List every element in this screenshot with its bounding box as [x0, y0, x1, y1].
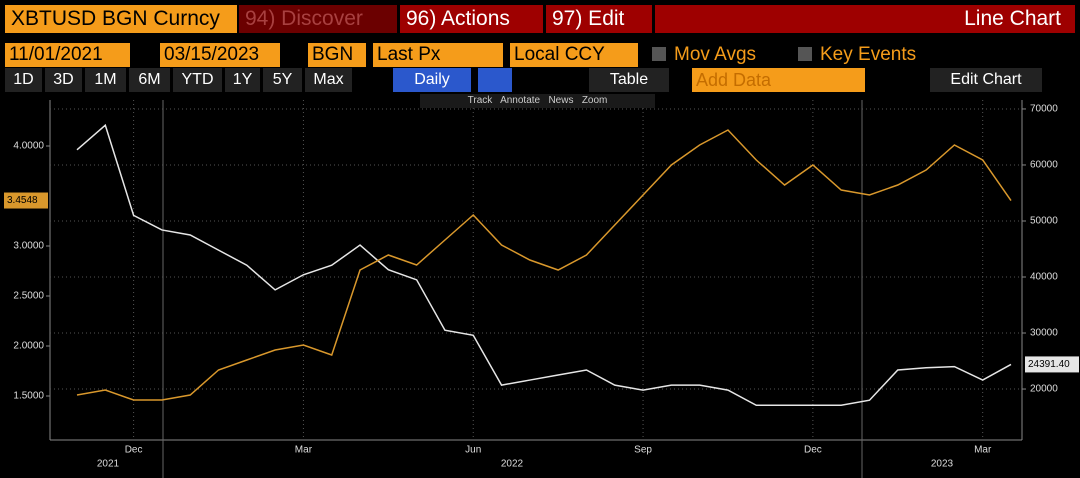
security-field[interactable]: XBTUSD BGN Curncy — [5, 5, 237, 33]
series-line — [76, 123, 1012, 407]
checkbox[interactable] — [652, 47, 666, 61]
y-tick-label: 3.0000 — [13, 241, 44, 252]
key-events[interactable]: Key Events — [820, 44, 917, 65]
source-field[interactable]: BGN — [308, 43, 366, 67]
view-title: Line Chart — [655, 5, 1075, 33]
period-button[interactable]: 6M — [129, 68, 170, 92]
period-button[interactable]: 1D — [5, 68, 42, 92]
y2-tick-label: 30000 — [1030, 328, 1058, 339]
end-date[interactable]: 03/15/2023 — [160, 43, 280, 67]
y-tick-label: 2.0000 — [13, 341, 44, 352]
last-value-label: 3.4548 — [7, 195, 38, 206]
y-tick-label: 4.0000 — [13, 141, 44, 152]
y2-tick-label: 60000 — [1030, 160, 1058, 171]
last-value-label: 24391.40 — [1028, 359, 1070, 370]
add-data[interactable]: Add Data — [692, 68, 865, 92]
actions-menu[interactable]: 96) Actions — [400, 5, 543, 33]
tool[interactable]: Track — [467, 95, 493, 106]
period-button[interactable]: Max — [305, 68, 352, 92]
edit-menu[interactable]: 97) Edit — [546, 5, 652, 33]
mov-avgs[interactable]: Mov Avgs — [674, 44, 757, 65]
last-value-tag — [1025, 356, 1079, 373]
y2-tick-label: 40000 — [1030, 272, 1058, 283]
x-year-label: 2022 — [501, 459, 524, 470]
y2-tick-label: 50000 — [1030, 216, 1058, 227]
tool[interactable]: Zoom — [581, 95, 608, 106]
tool[interactable]: Annotate — [500, 95, 541, 106]
checkbox[interactable] — [798, 47, 812, 61]
series-line — [76, 129, 1012, 401]
x-year-label: 2021 — [97, 459, 120, 470]
discover-menu[interactable]: 94) Discover — [239, 5, 397, 33]
last-value-tag — [4, 192, 48, 209]
y2-tick-label: 20000 — [1030, 384, 1058, 395]
chart-style[interactable] — [478, 68, 512, 92]
y-tick-label: 1.5000 — [13, 391, 44, 402]
edit-chart[interactable]: Edit Chart — [930, 68, 1042, 92]
period-button[interactable]: 1M — [85, 68, 126, 92]
x-tick-label: Dec — [125, 445, 143, 456]
x-tick-label: Jun — [465, 445, 481, 456]
tool[interactable]: News — [548, 95, 574, 106]
table-button[interactable]: Table — [589, 68, 669, 92]
period-button[interactable]: 3D — [45, 68, 82, 92]
y-tick-label: 2.5000 — [13, 291, 44, 302]
currency-select[interactable]: Local CCY — [510, 43, 638, 67]
period-button[interactable]: 1Y — [225, 68, 260, 92]
x-tick-label: Sep — [634, 445, 652, 456]
chart-tools: Track Annotate News Zoom — [420, 94, 655, 108]
x-year-label: 2023 — [931, 459, 954, 470]
period-button[interactable]: 5Y — [263, 68, 302, 92]
start-date[interactable]: 11/01/2021 — [5, 43, 130, 67]
x-tick-label: Mar — [974, 445, 992, 456]
x-tick-label: Mar — [295, 445, 313, 456]
field-select[interactable]: Last Px — [373, 43, 503, 67]
y2-tick-label: 70000 — [1030, 104, 1058, 115]
x-tick-label: Dec — [804, 445, 822, 456]
frequency-select[interactable]: Daily — [393, 68, 471, 92]
period-button[interactable]: YTD — [173, 68, 222, 92]
